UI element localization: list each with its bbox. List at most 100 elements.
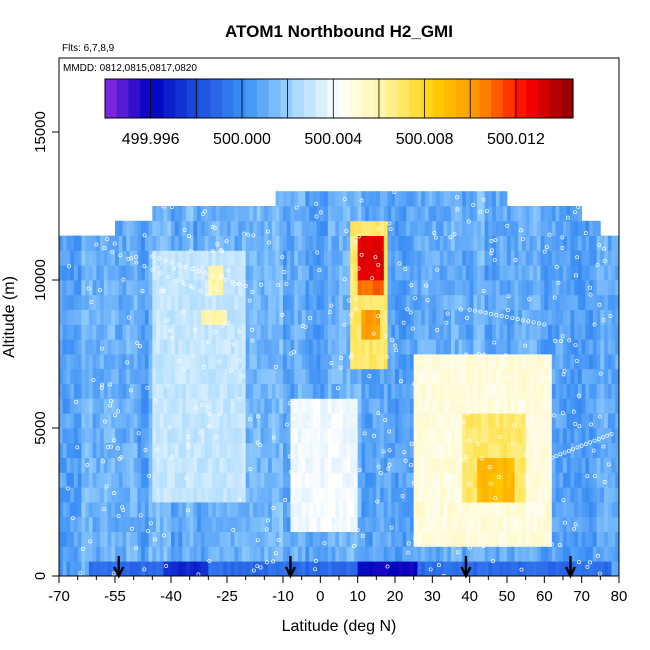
heatmap-cell (189, 428, 194, 444)
heatmap-cell (380, 516, 385, 532)
heatmap-cell (477, 516, 482, 532)
heatmap-cell (380, 191, 385, 207)
heatmap-cell (279, 546, 284, 562)
heatmap-cell (555, 428, 560, 444)
heatmap-cell (122, 457, 127, 473)
heatmap-cell (402, 546, 407, 562)
heatmap-cell (585, 368, 590, 384)
heatmap-cell (137, 442, 142, 458)
heatmap-cell (413, 339, 418, 355)
heatmap-cell (353, 250, 359, 266)
heatmap-cell (383, 442, 388, 458)
heatmap-cell (219, 339, 224, 355)
heatmap-cell (417, 206, 422, 222)
heatmap-cell (346, 280, 351, 296)
heatmap-cell (559, 516, 564, 532)
heatmap-cell (230, 265, 235, 281)
heatmap-cell (241, 531, 247, 547)
heatmap-cell (178, 206, 183, 222)
heatmap-cell (548, 206, 553, 222)
heatmap-cell (563, 368, 568, 384)
track-point (99, 385, 104, 390)
heatmap-cell (462, 383, 467, 399)
heatmap-cell (100, 368, 105, 384)
heatmap-cell (443, 413, 448, 429)
heatmap-cell (417, 339, 422, 355)
heatmap-cell (585, 442, 590, 458)
heatmap-cell (81, 502, 86, 518)
heatmap-cell (290, 487, 295, 503)
heatmap-cell (406, 309, 411, 325)
heatmap-cell (275, 265, 280, 281)
heatmap-cell (290, 472, 295, 488)
heatmap-cell (62, 398, 67, 414)
heatmap-cell (607, 457, 612, 473)
heatmap-cell (529, 235, 534, 251)
heatmap-cell (447, 206, 452, 222)
track-point (375, 499, 380, 504)
track-point (528, 389, 533, 394)
heatmap-cell (178, 294, 183, 310)
heatmap-cell (350, 531, 355, 547)
heatmap-cell (480, 531, 485, 547)
heatmap-cell (555, 531, 560, 547)
heatmap-cell (204, 324, 209, 340)
heatmap-cell (353, 502, 359, 518)
heatmap-cell (592, 546, 597, 562)
heatmap-cell (324, 294, 329, 310)
heatmap-cell (350, 502, 355, 518)
heatmap-cell (241, 220, 247, 236)
heatmap-cell (152, 235, 157, 251)
heatmap-cell (312, 487, 317, 503)
heatmap-cell (178, 220, 183, 236)
heatmap-cell (294, 250, 299, 266)
heatmap-cell (536, 413, 541, 429)
heatmap-cell (249, 235, 254, 251)
heatmap-cell (611, 561, 616, 576)
heatmap-cell (241, 487, 247, 503)
heatmap-cell (346, 398, 351, 414)
heatmap-cell (331, 383, 336, 399)
colorbar-segment (561, 79, 574, 118)
heatmap-cell (421, 531, 426, 547)
heatmap-cell (182, 339, 187, 355)
heatmap-cell (103, 457, 108, 473)
track-point (558, 452, 563, 457)
heatmap-cell (473, 309, 478, 325)
heatmap-cell (350, 191, 355, 207)
heatmap-cell (152, 531, 157, 547)
heatmap-cell (141, 324, 146, 340)
heatmap-cell (208, 220, 213, 236)
heatmap-cell (536, 235, 541, 251)
track-point (461, 420, 466, 425)
heatmap-cell (592, 324, 597, 340)
heatmap-cell (290, 383, 295, 399)
heatmap-cell (548, 561, 553, 576)
heatmap-cell (193, 235, 198, 251)
heatmap-cell (488, 457, 493, 473)
heatmap-cell (249, 206, 254, 222)
heatmap-cell (148, 413, 153, 429)
heatmap-cell (309, 561, 314, 576)
heatmap-cell (335, 516, 340, 532)
heatmap-cell (484, 220, 489, 236)
heatmap-cell (361, 531, 366, 547)
heatmap-cell (96, 250, 101, 266)
heatmap-cell (409, 546, 415, 562)
heatmap-cell (518, 398, 523, 414)
track-point (113, 413, 117, 418)
heatmap-cell (339, 294, 344, 310)
track-point (198, 289, 203, 294)
colorbar-segment (432, 79, 445, 118)
heatmap-cell (264, 294, 269, 310)
track-point (493, 238, 498, 242)
track-point (445, 311, 450, 316)
heatmap-cell (342, 413, 347, 429)
heatmap-cell (324, 383, 329, 399)
heatmap-cell (514, 383, 519, 399)
heatmap-cell (107, 280, 112, 296)
heatmap-cell (350, 516, 355, 532)
heatmap-cell (447, 561, 452, 576)
heatmap-cell (503, 561, 508, 576)
heatmap-cell (148, 516, 153, 532)
